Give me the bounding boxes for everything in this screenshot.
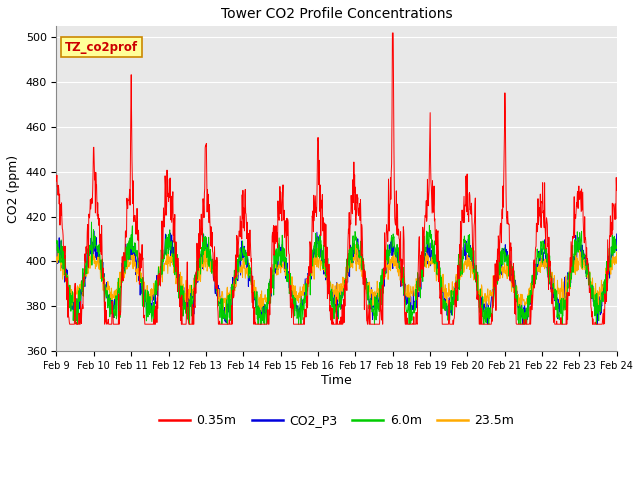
Legend: 0.35m, CO2_P3, 6.0m, 23.5m: 0.35m, CO2_P3, 6.0m, 23.5m	[154, 409, 519, 432]
Title: Tower CO2 Profile Concentrations: Tower CO2 Profile Concentrations	[221, 7, 452, 21]
Y-axis label: CO2 (ppm): CO2 (ppm)	[7, 155, 20, 223]
X-axis label: Time: Time	[321, 373, 352, 386]
Text: TZ_co2prof: TZ_co2prof	[65, 41, 138, 54]
